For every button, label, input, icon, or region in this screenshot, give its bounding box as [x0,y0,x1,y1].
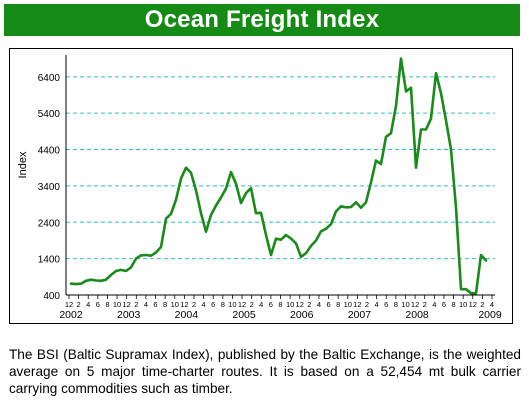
x-month-tick-label: 6 [153,300,157,309]
y-tick-label: 3400 [38,182,61,193]
x-month-tick-label: 4 [490,300,494,309]
y-axis-title: Index [17,151,29,178]
x-month-tick-label: 12 [65,300,73,309]
x-month-tick-label: 8 [278,300,282,309]
x-month-tick-label: 12 [411,300,419,309]
page-title: Ocean Freight Index [4,4,520,36]
x-month-tick-label: 12 [180,300,188,309]
x-month-tick-label: 4 [86,300,90,309]
x-year-label: 2004 [175,309,199,321]
x-year-label: 2006 [290,309,314,321]
x-year-label: 2008 [405,309,429,321]
x-year-label: 2009 [478,309,502,321]
y-tick-label: 1400 [38,255,61,266]
y-tick-label: 400 [43,291,60,302]
x-month-tick-label: 6 [384,300,388,309]
bsi-series-line [69,57,488,295]
x-month-tick-label: 10 [344,300,352,309]
x-month-tick-label: 10 [459,300,467,309]
x-month-tick-label: 8 [336,300,340,309]
x-month-tick-label: 6 [326,300,330,309]
x-month-tick-label: 2 [134,300,138,309]
x-month-tick-label: 10 [286,300,294,309]
x-month-tick-label: 4 [259,300,263,309]
x-month-tick-label: 12 [469,300,477,309]
x-month-tick-label: 2 [192,300,196,309]
x-month-tick-label: 2 [423,300,427,309]
x-month-tick-label: 4 [375,300,379,309]
x-month-tick-label: 10 [171,300,179,309]
x-month-tick-label: 6 [96,300,100,309]
x-month-tick-label: 6 [442,300,446,309]
x-month-tick-label: 4 [317,300,321,309]
x-month-tick-label: 2 [77,300,81,309]
chart-caption: The BSI (Baltic Supramax Index), publish… [9,347,521,396]
y-tick-label: 4400 [38,146,61,157]
x-year-label: 2005 [232,309,256,321]
x-month-tick-label: 6 [269,300,273,309]
x-month-tick-label: 10 [113,300,121,309]
x-month-tick-label: 12 [353,300,361,309]
x-month-tick-label: 12 [296,300,304,309]
x-month-tick-label: 8 [451,300,455,309]
x-month-tick-label: 8 [163,300,167,309]
x-month-tick-label: 4 [432,300,436,309]
x-month-tick-label: 6 [211,300,215,309]
x-year-label: 2002 [59,309,83,321]
x-month-tick-label: 10 [228,300,236,309]
x-month-tick-label: 4 [202,300,206,309]
x-month-tick-label: 10 [401,300,409,309]
x-year-label: 2003 [117,309,141,321]
x-year-label: 2007 [348,309,372,321]
y-tick-label: 5400 [38,109,61,120]
x-month-tick-label: 2 [250,300,254,309]
x-month-tick-label: 12 [123,300,131,309]
x-month-tick-label: 12 [238,300,246,309]
x-month-tick-label: 8 [221,300,225,309]
x-month-tick-label: 2 [307,300,311,309]
y-tick-label: 2400 [38,218,61,229]
x-month-tick-label: 2 [480,300,484,309]
x-month-tick-label: 8 [105,300,109,309]
x-month-tick-label: 2 [365,300,369,309]
chart-frame: 400 1400 2400 3400 4400 5400 6400 Index 12 2 4 6 8 10… [9,48,513,324]
x-month-tick-label: 4 [144,300,148,309]
x-month-tick-label: 8 [394,300,398,309]
y-tick-label: 6400 [38,73,61,84]
